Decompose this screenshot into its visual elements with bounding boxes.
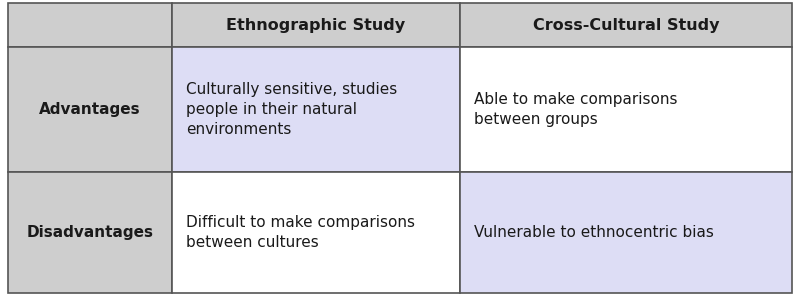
Bar (8, 3, 172, 47)
Bar (460, 3, 792, 47)
Bar (172, 172, 460, 293)
Bar (8, 47, 172, 172)
Text: Disadvantages: Disadvantages (26, 225, 154, 240)
Text: Able to make comparisons
between groups: Able to make comparisons between groups (474, 92, 678, 127)
Bar (172, 47, 460, 172)
Text: Difficult to make comparisons
between cultures: Difficult to make comparisons between cu… (186, 215, 415, 250)
Text: Vulnerable to ethnocentric bias: Vulnerable to ethnocentric bias (474, 225, 714, 240)
Bar (172, 3, 460, 47)
Bar (460, 47, 792, 172)
Text: Cross-Cultural Study: Cross-Cultural Study (533, 18, 719, 33)
Text: Advantages: Advantages (39, 102, 141, 117)
Text: Culturally sensitive, studies
people in their natural
environments: Culturally sensitive, studies people in … (186, 82, 398, 137)
Bar (460, 172, 792, 293)
Bar (8, 172, 172, 293)
Text: Ethnographic Study: Ethnographic Study (226, 18, 406, 33)
